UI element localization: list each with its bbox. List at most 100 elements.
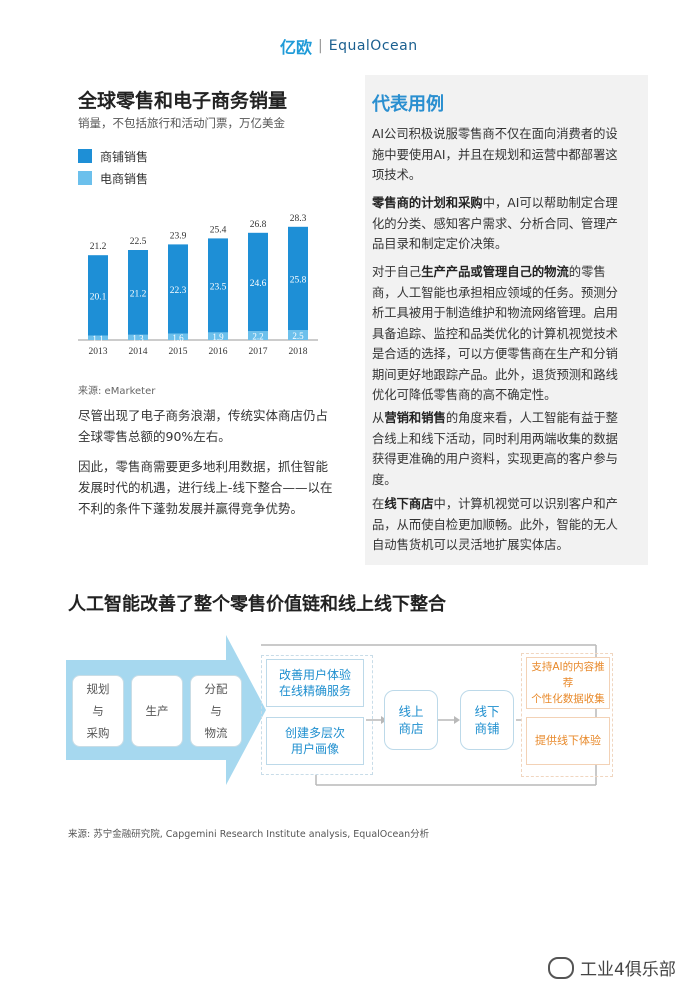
bar-ecommerce-2017 [248, 331, 268, 340]
use-case-p4-text: 的角度来看，人工智能有益于整合线上和线下活动，同时利用两端收集的数据获得更准确的… [372, 411, 618, 487]
stage-planning-l2: 与 [92, 704, 104, 718]
left-paragraph-1: 尽管出现了电子商务浪潮，传统实体商店仍占全球零售总额的90%左右。 [78, 408, 329, 444]
data-label-ecommerce-2013: 1.1 [92, 334, 103, 344]
legend-swatch-store [78, 149, 92, 163]
data-label-store-2014: 21.2 [130, 289, 147, 299]
ai-recommendation-l1: 支持AI的内容推荐 [531, 661, 605, 689]
offline-experience-label: 提供线下体验 [535, 734, 601, 747]
data-label-ecommerce-2014: 1.3 [132, 333, 144, 343]
use-case-p3-text: 的零售商，人工智能也承担相应领域的任务。预测分析工具被用于制造维护和物流网络管理… [372, 265, 618, 402]
stage-distribution-l1: 分配 [204, 682, 228, 696]
diagram-source: 来源: 苏宁金融研究院, Capgemini Research Institut… [68, 829, 430, 840]
logo-equalocean: EqualOcean [328, 38, 418, 54]
data-label-total-2016: 25.4 [210, 225, 227, 235]
user-profile-l1: 创建多层次 [284, 726, 345, 740]
data-label-store-2017: 24.6 [250, 279, 267, 289]
stage-distribution-l2: 与 [210, 704, 222, 718]
bar-ecommerce-2016 [208, 332, 228, 340]
x-tick-label-2013: 2013 [89, 347, 108, 357]
legend-label-ecommerce: 电商销售 [100, 171, 149, 186]
use-case-paragraph-2: 零售商的计划和采购中，AI可以帮助制定合理化的分类、感知客户需求、分析合同、管理… [372, 193, 622, 255]
box-user-profile: 创建多层次 用户画像 [266, 717, 364, 765]
data-label-store-2016: 23.5 [210, 282, 227, 292]
logo-separator: | [318, 38, 323, 54]
watermark-text: 工业4俱乐部 [580, 960, 676, 980]
ai-recommendation-l2: 个性化数据收集 [531, 693, 605, 705]
bar-ecommerce-2014 [128, 334, 148, 340]
node-online-store: 线上 商店 [384, 690, 438, 750]
use-case-p3-lead: 对于自己 [372, 265, 422, 279]
x-tick-label-2016: 2016 [209, 347, 228, 357]
offline-store-l2: 商铺 [474, 721, 500, 736]
bar-store-2014 [128, 250, 148, 335]
arrowhead-offline [454, 716, 460, 724]
stage-distribution-l3: 物流 [204, 726, 228, 740]
x-tick-label-2014: 2014 [129, 347, 148, 357]
use-case-p5-text: 中，计算机视觉可以识别客户和产品，从而使自检更加顺畅。此外，智能的无人自动售货机… [372, 497, 618, 552]
stage-planning-l3: 采购 [86, 726, 110, 740]
chart-title: 全球零售和电子商务销量 [78, 90, 288, 112]
use-case-p2-text: 中，AI可以帮助制定合理化的分类、感知客户需求、分析合同、管理产品目录和制定定价… [372, 196, 618, 251]
x-tick-label-2017: 2017 [249, 347, 268, 357]
box-offline-experience: 提供线下体验 [526, 717, 610, 765]
bar-store-2013 [88, 255, 108, 336]
data-label-ecommerce-2016: 1.9 [212, 332, 224, 342]
bar-ecommerce-2018 [288, 330, 308, 340]
online-store-l2: 商店 [398, 721, 424, 736]
box-ai-recommendation: 支持AI的内容推荐 个性化数据收集 [526, 657, 610, 709]
logo-yiou: 亿欧 [280, 38, 313, 57]
improve-experience-l1: 改善用户体验 [278, 668, 351, 682]
chart-subtitle: 销量，不包括旅行和活动门票，万亿美金 [78, 116, 285, 130]
wechat-icon [548, 956, 574, 979]
stage-production-label: 生产 [145, 704, 169, 718]
user-profile-l2: 用户画像 [290, 742, 339, 756]
online-store-l1: 线上 [398, 704, 424, 719]
chart-source: 来源: eMarketer [78, 386, 156, 397]
box-improve-experience: 改善用户体验 在线精确服务 [266, 659, 364, 707]
use-case-paragraph-1: AI公司积极说服零售商不仅在面向消费者的设施中要使用AI，并且在规划和运营中都部… [372, 127, 618, 182]
stage-planning-l1: 规划 [86, 682, 110, 696]
bar-ecommerce-2015 [168, 333, 188, 340]
use-case-paragraph-4: 从营销和销售的角度来看，人工智能有益于整合线上和线下活动，同时利用两端收集的数据… [372, 408, 622, 490]
stage-distribution-logistics: 分配 与 物流 [190, 675, 242, 747]
bar-ecommerce-2013 [88, 335, 108, 340]
bar-store-2018 [288, 226, 308, 330]
value-chain-diagram: 规划 与 采购 生产 分配 与 物流 改善用户体验 在线精确服务 创建多层次 用… [66, 635, 626, 795]
data-label-total-2014: 22.5 [130, 237, 147, 247]
legend-item-ecommerce: 电商销售 [78, 167, 148, 189]
data-label-store-2018: 25.8 [290, 275, 307, 285]
bar-store-2017 [248, 232, 268, 332]
watermark: 工业4俱乐部 [548, 955, 676, 980]
use-case-p2-bold: 零售商的计划和采购 [372, 196, 483, 210]
legend-label-store: 商铺销售 [100, 149, 149, 164]
brand-logo: 亿欧 | EqualOcean [280, 34, 418, 58]
data-label-store-2013: 20.1 [90, 292, 107, 302]
use-case-p5-lead: 在 [372, 497, 385, 511]
use-case-paragraph-3: 对于自己生产产品或管理自己的物流的零售商，人工智能也承担相应领域的任务。预测分析… [372, 262, 622, 406]
x-tick-label-2018: 2018 [289, 347, 308, 357]
bar-store-2016 [208, 238, 228, 333]
chart-legend: 商铺销售 电商销售 [78, 145, 148, 189]
offline-store-l1: 线下 [474, 704, 500, 719]
data-label-total-2018: 28.3 [290, 214, 307, 224]
legend-item-store: 商铺销售 [78, 145, 148, 167]
data-label-total-2017: 26.8 [250, 220, 267, 230]
use-case-p5-bold: 线下商店 [384, 497, 434, 511]
online-group-frame [261, 655, 373, 775]
stage-production: 生产 [131, 675, 183, 747]
improve-experience-l2: 在线精确服务 [278, 684, 351, 698]
use-case-p3-bold: 生产产品或管理自己的物流 [421, 265, 569, 279]
legend-swatch-ecommerce [78, 171, 92, 185]
x-tick-label-2015: 2015 [169, 347, 188, 357]
node-offline-store: 线下 商铺 [460, 690, 514, 750]
stage-planning-procurement: 规划 与 采购 [72, 675, 124, 747]
data-label-total-2015: 23.9 [170, 231, 187, 241]
data-label-total-2013: 21.2 [90, 242, 107, 252]
use-case-p4-lead: 从 [372, 411, 385, 425]
data-label-ecommerce-2017: 2.2 [252, 332, 263, 342]
data-label-ecommerce-2018: 2.5 [292, 331, 304, 341]
use-case-panel [365, 75, 648, 565]
use-case-p4-bold: 营销和销售 [384, 411, 446, 425]
data-label-store-2015: 22.3 [170, 286, 187, 296]
data-label-ecommerce-2015: 1.6 [172, 333, 184, 343]
